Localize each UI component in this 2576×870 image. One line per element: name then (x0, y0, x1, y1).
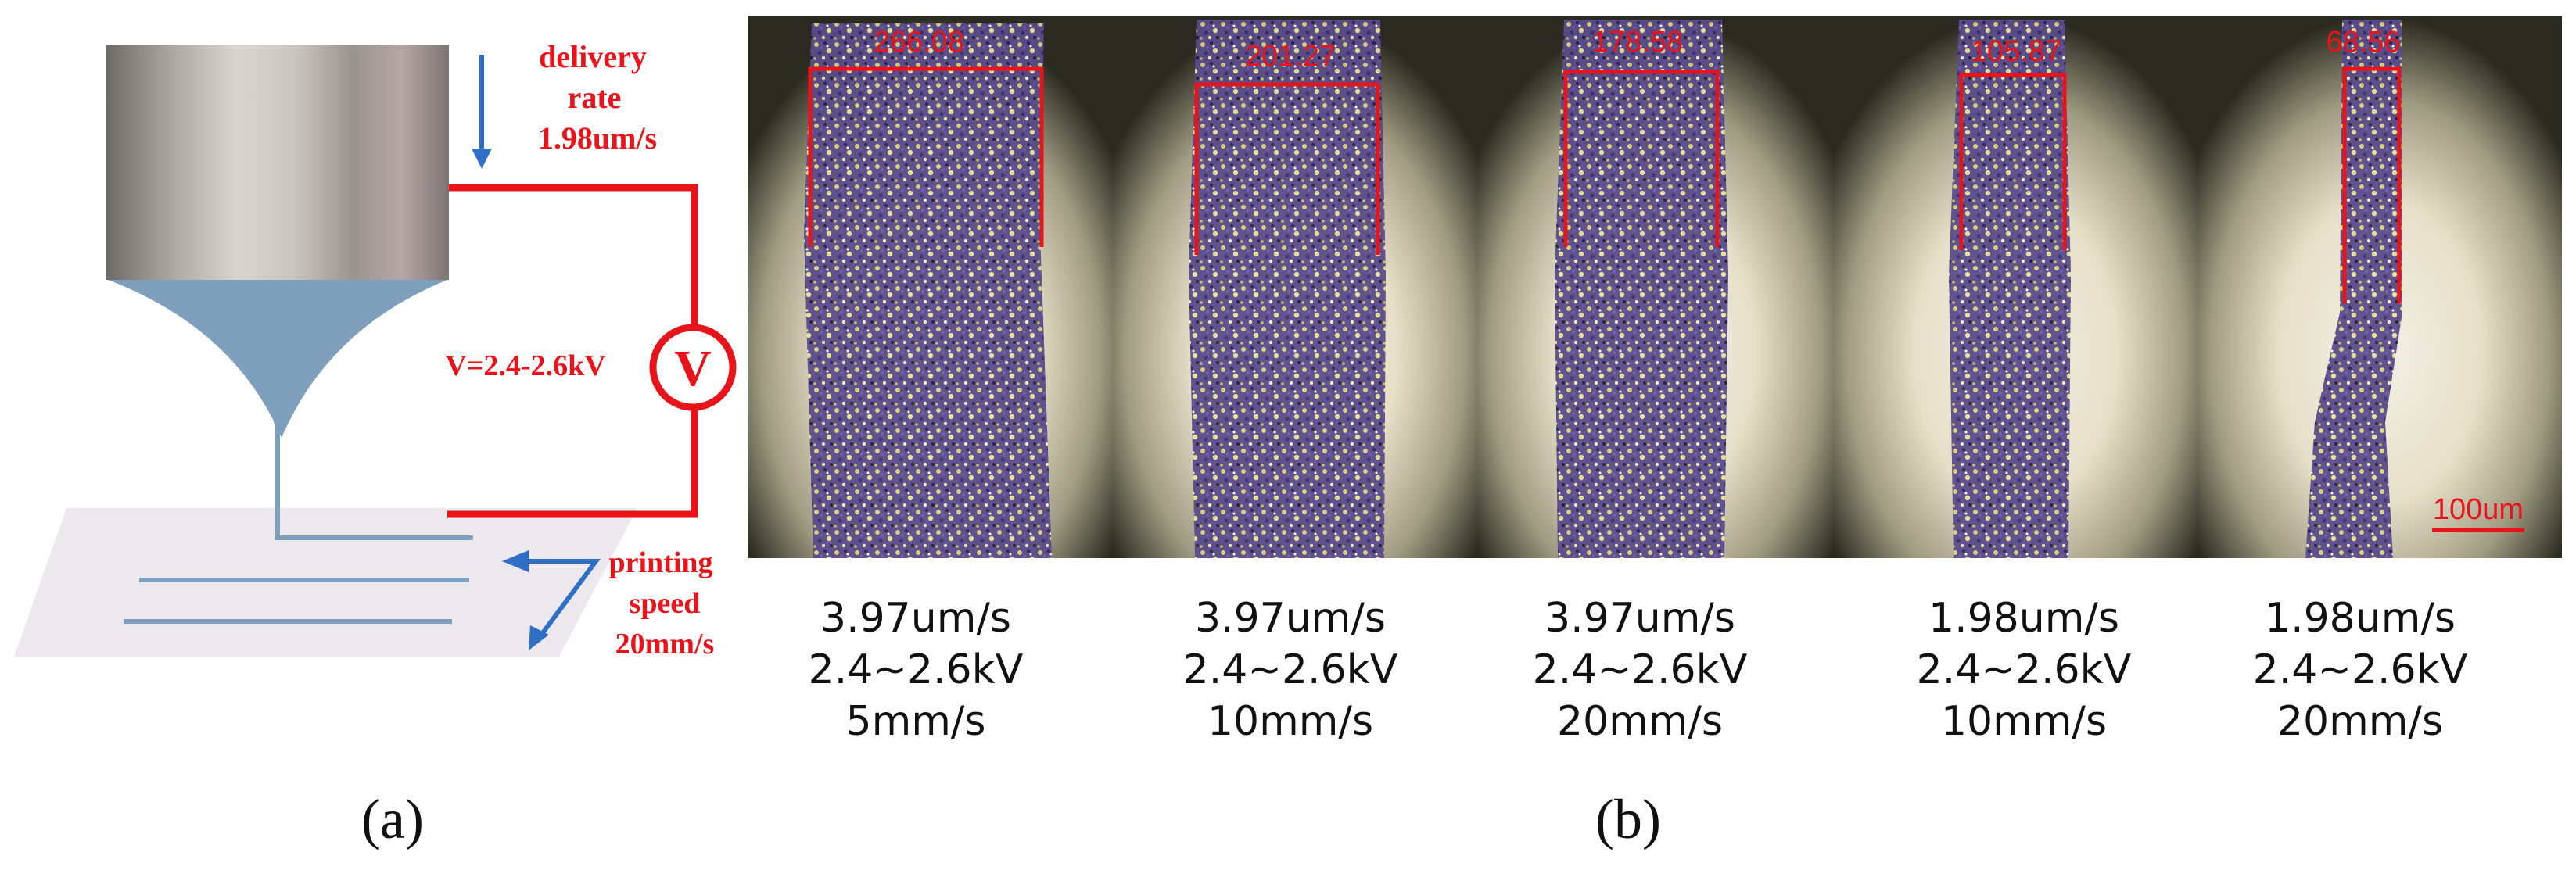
delivery-rate-title-line2: rate (568, 80, 622, 115)
caption-delivery: 3.97um/s (1545, 595, 1735, 642)
caption-delivery: 3.97um/s (820, 595, 1011, 642)
width-bracket (1563, 70, 1720, 247)
printing-arrow-head-left (502, 550, 529, 572)
panel-b-label: (b) (1595, 788, 1661, 850)
caption-voltage: 2.4~2.6kV (809, 646, 1024, 693)
printed-trace (1555, 20, 1728, 558)
caption-speed: 20mm/s (2277, 698, 2443, 745)
caption-speed: 5mm/s (845, 698, 985, 745)
width-measurement: 68.56 (2326, 26, 2400, 59)
micrograph: 68.56 100um (2197, 16, 2562, 558)
width-measurement: 178.58 (1592, 26, 1683, 59)
caption: 3.97um/s 2.4~2.6kV 10mm/s (1183, 595, 1398, 745)
micrograph: 178.58 (1477, 16, 1834, 558)
printed-trace (2305, 20, 2402, 558)
panel-a: V V=2.4-2.6kV delivery rate 1.98um/s pri… (14, 39, 737, 850)
printed-trace (1949, 20, 2071, 558)
jet-stream (275, 422, 473, 540)
caption: 1.98um/s 2.4~2.6kV 20mm/s (2253, 595, 2468, 745)
scale-bar-label: 100um (2433, 493, 2524, 526)
width-measurement: 105.87 (1971, 35, 2061, 68)
delivery-arrow-head (472, 149, 492, 169)
width-bracket (1959, 73, 2067, 250)
caption-delivery: 1.98um/s (2265, 595, 2456, 642)
printing-speed-value: 20mm/s (615, 628, 715, 661)
printing-arrow-head-down (529, 625, 549, 650)
panel-a-label: (a) (361, 788, 424, 850)
micrograph: 266.08 (748, 16, 1113, 558)
caption-voltage: 2.4~2.6kV (1917, 646, 2132, 693)
width-bracket (1194, 82, 1380, 255)
circuit-wire-top (449, 184, 698, 327)
caption-speed: 10mm/s (1207, 698, 1373, 745)
width-measurement: 201.27 (1245, 40, 1336, 73)
printed-trace (1189, 20, 1386, 558)
panel-b: 266.08 201.27 178.58 105.87 68.5 (748, 16, 2562, 850)
width-bracket (2342, 66, 2402, 303)
caption-delivery: 3.97um/s (1195, 595, 1386, 642)
delivery-rate-title-line1: delivery (539, 39, 647, 74)
caption-voltage: 2.4~2.6kV (2253, 646, 2468, 693)
printed-trace (804, 23, 1052, 558)
voltmeter (649, 324, 737, 411)
printing-arrow-shaft (526, 559, 601, 639)
printing-speed-title-line2: speed (630, 587, 701, 620)
taylor-cone (108, 280, 447, 438)
caption-speed: 20mm/s (1557, 698, 1723, 745)
width-measurement: 266.08 (874, 26, 964, 59)
micrograph: 105.87 (1834, 16, 2197, 558)
caption: 3.97um/s 2.4~2.6kV 5mm/s (809, 595, 1024, 745)
width-bracket (808, 66, 1044, 247)
caption-voltage: 2.4~2.6kV (1183, 646, 1398, 693)
syringe-barrel (106, 45, 449, 280)
circuit-wire-bottom (447, 408, 698, 518)
caption-delivery: 1.98um/s (1928, 595, 2119, 642)
micrograph: 201.27 (1113, 16, 1477, 558)
caption-speed: 10mm/s (1941, 698, 2107, 745)
caption: 1.98um/s 2.4~2.6kV 10mm/s (1917, 595, 2132, 745)
voltage-label: V=2.4-2.6kV (445, 349, 606, 382)
voltmeter-symbol: V (674, 340, 712, 397)
printing-speed-title-line1: printing (608, 546, 712, 579)
caption: 3.97um/s 2.4~2.6kV 20mm/s (1533, 595, 1748, 745)
delivery-rate-value: 1.98um/s (538, 120, 657, 156)
caption-voltage: 2.4~2.6kV (1533, 646, 1748, 693)
